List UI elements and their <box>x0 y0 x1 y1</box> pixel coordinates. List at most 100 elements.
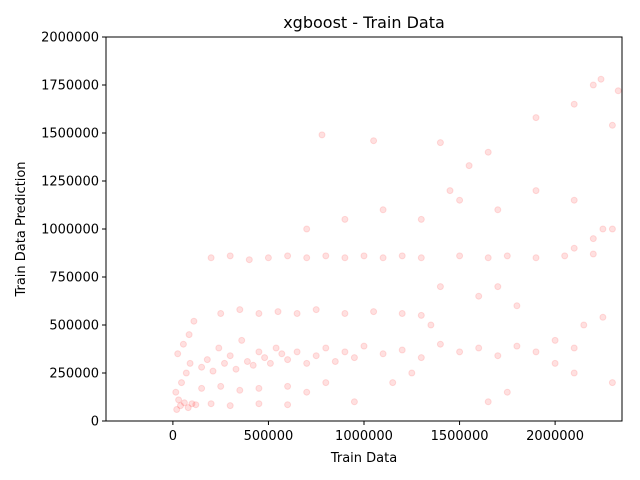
data-point <box>255 400 263 408</box>
data-point <box>236 386 244 394</box>
data-point <box>475 292 483 300</box>
data-point <box>341 215 349 223</box>
data-point <box>217 382 225 390</box>
data-point <box>608 225 616 233</box>
data-point <box>192 401 200 409</box>
data-point <box>503 388 511 396</box>
data-point <box>370 137 378 145</box>
data-point <box>513 302 521 310</box>
data-point <box>503 252 511 260</box>
data-point <box>475 344 483 352</box>
data-point <box>417 254 425 262</box>
y-axis-label: Train Data Prediction <box>14 161 29 297</box>
y-tick-label: 1750000 <box>41 79 99 94</box>
data-point <box>284 401 292 409</box>
data-point <box>532 114 540 122</box>
data-point <box>389 379 397 387</box>
y-tick-label: 750000 <box>49 271 99 286</box>
data-point <box>360 252 368 260</box>
data-point <box>236 306 244 314</box>
data-point <box>255 310 263 317</box>
data-point <box>494 283 502 291</box>
data-point <box>417 311 425 319</box>
data-point <box>232 365 240 373</box>
data-point <box>255 384 263 392</box>
data-point <box>370 308 378 316</box>
data-point <box>408 369 416 377</box>
data-point <box>589 235 597 243</box>
x-tick-label: 0 <box>169 429 177 444</box>
data-point <box>182 369 190 377</box>
data-point <box>272 344 280 352</box>
data-point <box>570 244 578 252</box>
x-tick-label: 2000000 <box>526 429 584 444</box>
data-point <box>494 206 502 214</box>
data-point <box>379 350 387 358</box>
data-point <box>570 196 578 204</box>
data-point <box>180 399 188 407</box>
data-point <box>178 379 185 387</box>
data-point <box>221 359 228 367</box>
y-tick-label: 1250000 <box>41 175 99 190</box>
data-point <box>203 356 211 364</box>
data-point <box>561 252 569 260</box>
data-point <box>436 139 444 147</box>
data-point <box>266 359 274 367</box>
data-point <box>580 321 588 329</box>
data-point <box>249 361 257 369</box>
data-point <box>484 254 492 262</box>
data-point <box>427 321 435 329</box>
data-point <box>318 131 326 139</box>
data-point <box>245 256 253 264</box>
x-ticks: 0 500000 1000000 1500000 2000000 <box>169 421 584 444</box>
data-point <box>174 350 182 358</box>
y-ticks: 0 250000 500000 750000 1000000 1250000 1500000… <box>41 31 106 430</box>
data-point <box>456 196 464 204</box>
data-point <box>331 358 339 365</box>
data-point <box>456 348 464 356</box>
x-tick-label: 1500000 <box>431 429 489 444</box>
data-point <box>179 340 187 348</box>
y-tick-label: 1000000 <box>41 223 99 238</box>
data-point <box>589 250 597 258</box>
data-point <box>274 308 282 316</box>
data-point <box>303 388 311 396</box>
x-tick-label: 500000 <box>244 429 294 444</box>
data-point <box>322 344 330 352</box>
data-point <box>532 187 540 195</box>
data-point <box>570 100 578 108</box>
data-point <box>198 363 206 371</box>
data-point <box>217 310 225 317</box>
data-point <box>184 404 192 412</box>
data-point <box>322 379 330 387</box>
data-point <box>293 310 301 317</box>
y-tick-label: 250000 <box>49 367 99 382</box>
y-tick-label: 0 <box>91 415 99 430</box>
data-point <box>599 225 607 233</box>
data-point <box>360 342 368 350</box>
data-point <box>570 369 578 377</box>
data-point <box>484 398 492 406</box>
data-point <box>172 388 180 396</box>
data-point <box>341 310 349 317</box>
data-point <box>255 348 263 356</box>
data-point <box>436 340 444 348</box>
data-point <box>293 348 301 356</box>
data-point <box>398 252 406 260</box>
data-point <box>341 348 349 356</box>
data-point <box>570 344 578 352</box>
chart-title: xgboost - Train Data <box>283 13 445 32</box>
data-point <box>312 306 320 314</box>
data-point <box>284 382 292 390</box>
data-point <box>177 402 184 410</box>
data-point <box>303 225 311 233</box>
data-point <box>379 254 387 262</box>
data-point <box>597 75 605 83</box>
data-point <box>278 350 286 358</box>
data-point <box>226 352 234 360</box>
data-point <box>207 254 215 262</box>
data-point <box>243 358 251 365</box>
data-point <box>175 396 183 404</box>
